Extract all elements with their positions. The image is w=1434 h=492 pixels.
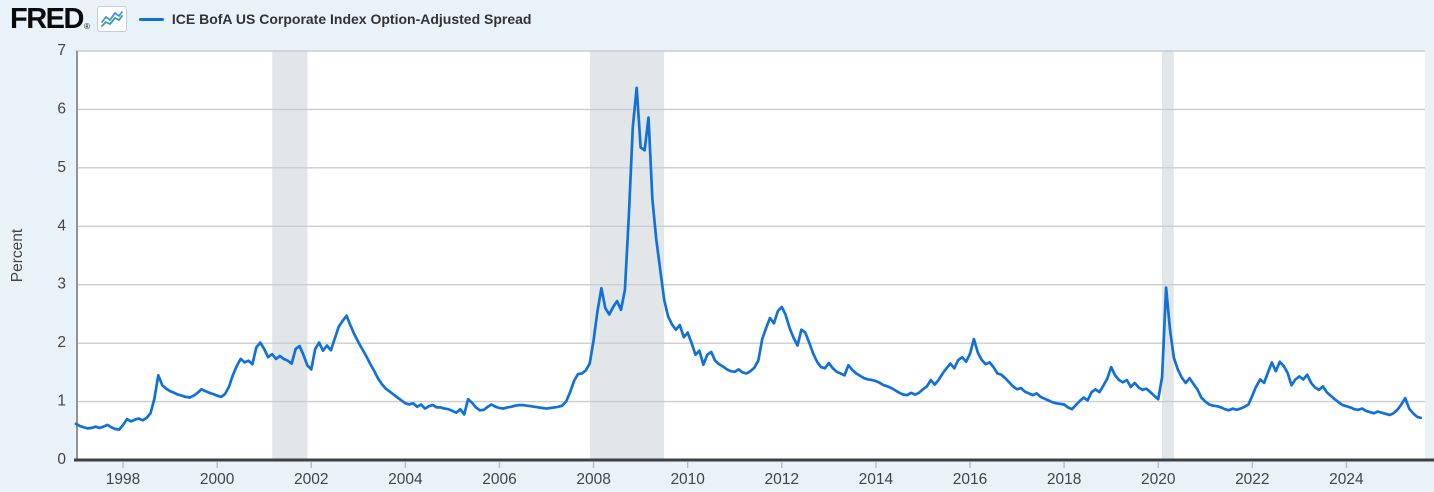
x-axis-tick-label: 1998	[106, 471, 140, 488]
fred-logo[interactable]: FRED ®	[10, 3, 90, 35]
x-axis-tick-label: 2020	[1141, 471, 1176, 488]
x-axis-tick-label: 2000	[200, 471, 235, 488]
x-axis-tick-label: 2004	[388, 471, 423, 488]
x-axis-tick-label: 2002	[294, 471, 328, 488]
y-axis-tick-label: 3	[57, 276, 66, 293]
x-axis-tick-label: 2008	[576, 471, 610, 488]
y-axis-tick-label: 6	[57, 100, 66, 117]
chart-header: FRED ® ICE BofA US Corporate Index Optio…	[10, 3, 532, 35]
x-axis-tick-label: 2010	[670, 471, 705, 488]
sparkline-icon-graphic	[100, 11, 123, 27]
y-axis-tick-label: 0	[57, 451, 66, 468]
x-axis-tick-label: 2016	[953, 471, 987, 488]
registered-trademark: ®	[83, 22, 90, 31]
sparkline-icon	[96, 6, 127, 32]
y-axis-tick-label: 4	[57, 217, 66, 234]
legend-line-key	[138, 17, 164, 21]
x-axis-tick-label: 2014	[859, 471, 894, 488]
legend: ICE BofA US Corporate Index Option-Adjus…	[138, 11, 532, 27]
x-axis-tick-label: 2018	[1047, 471, 1081, 488]
series-line	[74, 86, 1423, 431]
y-axis-tick-label: 2	[57, 334, 66, 351]
legend-series-label: ICE BofA US Corporate Index Option-Adjus…	[171, 11, 532, 27]
x-axis-tick-label: 2012	[765, 471, 799, 488]
x-axis-tick-label: 2022	[1235, 471, 1269, 488]
y-axis-tick-label: 7	[57, 42, 66, 59]
y-axis-title: Percent	[9, 228, 26, 282]
fred-logo-text: FRED	[10, 3, 84, 35]
y-axis-tick-label: 5	[57, 159, 66, 176]
y-axis-tick-label: 1	[57, 393, 66, 410]
recession-band	[272, 51, 308, 460]
recession-band	[1161, 51, 1174, 460]
x-axis-tick-label: 2006	[482, 471, 516, 488]
x-axis-tick-label: 2024	[1329, 471, 1364, 488]
